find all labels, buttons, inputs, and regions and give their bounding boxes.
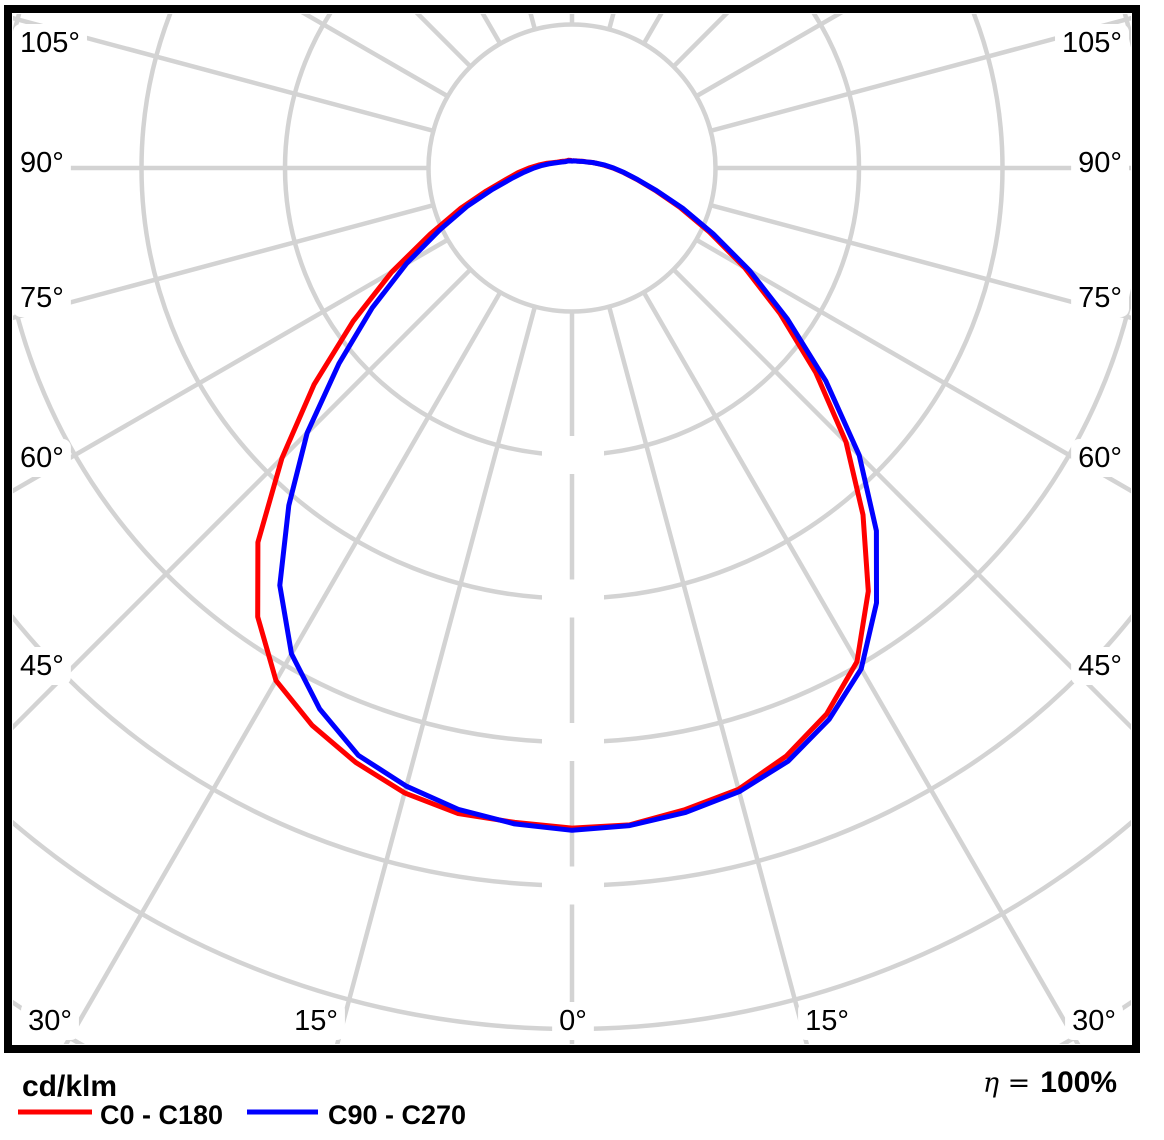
ring-value-box-blank: [542, 866, 604, 905]
angle-label-30deg: 30°: [1072, 1005, 1116, 1037]
angle-label-15deg: 15°: [294, 1005, 338, 1037]
polar-grid-radial: [13, 267, 473, 731]
angle-label-75deg: 75°: [20, 282, 64, 314]
legend-label-c0-c180: C0 - C180: [100, 1100, 223, 1130]
angle-label-halo: [21, 1002, 79, 1040]
angle-label-halo: [1071, 439, 1129, 477]
angle-label-45deg: 45°: [1078, 650, 1122, 682]
angle-label-30deg: 30°: [28, 1005, 72, 1037]
polar-grid-radial: [606, 14, 616, 30]
angle-label-15deg: 15°: [805, 1005, 849, 1037]
polar-grid-radial: [606, 306, 810, 1044]
polar-grid-radial: [13, 202, 434, 321]
angle-label-90deg: 90°: [20, 147, 64, 179]
angle-label-75deg: 75°: [1078, 282, 1122, 314]
curve-c90-c270: [277, 158, 879, 833]
angle-label-halo: [13, 24, 87, 62]
angle-label-60deg: 60°: [20, 442, 64, 474]
polar-grid-radial: [710, 202, 1131, 321]
angle-label-halo: [1055, 24, 1129, 62]
angle-label-halo: [1071, 647, 1129, 685]
polar-grid-ring: [426, 22, 718, 314]
angle-label-105deg: 105°: [1062, 27, 1122, 59]
polar-grid-radial: [695, 237, 1131, 494]
efficiency-label: η = 100%: [983, 1066, 1117, 1099]
polar-grid-radial: [710, 15, 1131, 134]
polar-grid-radial: [528, 14, 538, 30]
ring-value-box-blank: [542, 723, 604, 761]
angle-labels: 105° 90° 75° 60° 45° 105° 90° 75° 60° 45° 30° 15° 0°…: [13, 24, 1129, 1040]
angle-label-halo: [13, 144, 71, 182]
angle-label-halo: [287, 1002, 345, 1040]
polar-grid-radial: [13, 15, 434, 134]
plot-frame: [4, 5, 1140, 1053]
angle-label-0deg: 0°: [559, 1005, 587, 1037]
polar-grid-radial: [334, 306, 538, 1044]
angle-label-halo: [798, 1002, 856, 1040]
angle-label-45deg: 45°: [20, 650, 64, 682]
angle-label-halo: [1071, 144, 1129, 182]
ring-value-box-blank: [542, 436, 604, 474]
polar-grid-radial: [63, 291, 503, 1044]
unit-label: cd/klm: [22, 1070, 117, 1103]
axis-value-boxes: [542, 436, 604, 905]
angle-label-halo: [1071, 279, 1129, 317]
legend-label-c90-c270: C90 - C270: [328, 1100, 466, 1130]
angle-label-halo: [552, 1002, 594, 1040]
angle-label-105deg: 105°: [20, 27, 80, 59]
ring-value-box-blank: [542, 579, 604, 618]
polar-grid-radial: [13, 237, 449, 494]
angle-label-90deg: 90°: [1078, 147, 1122, 179]
angle-label-halo: [13, 279, 71, 317]
angle-label-60deg: 60°: [1078, 442, 1122, 474]
angle-label-halo: [13, 439, 71, 477]
polar-grid-radial: [641, 291, 1081, 1044]
legend: cd/klm C0 - C180 C90 - C270 η = 100%: [18, 1066, 1117, 1130]
intensity-curves: [255, 157, 879, 833]
angle-label-halo: [13, 647, 71, 685]
angle-label-halo: [1065, 1002, 1123, 1040]
